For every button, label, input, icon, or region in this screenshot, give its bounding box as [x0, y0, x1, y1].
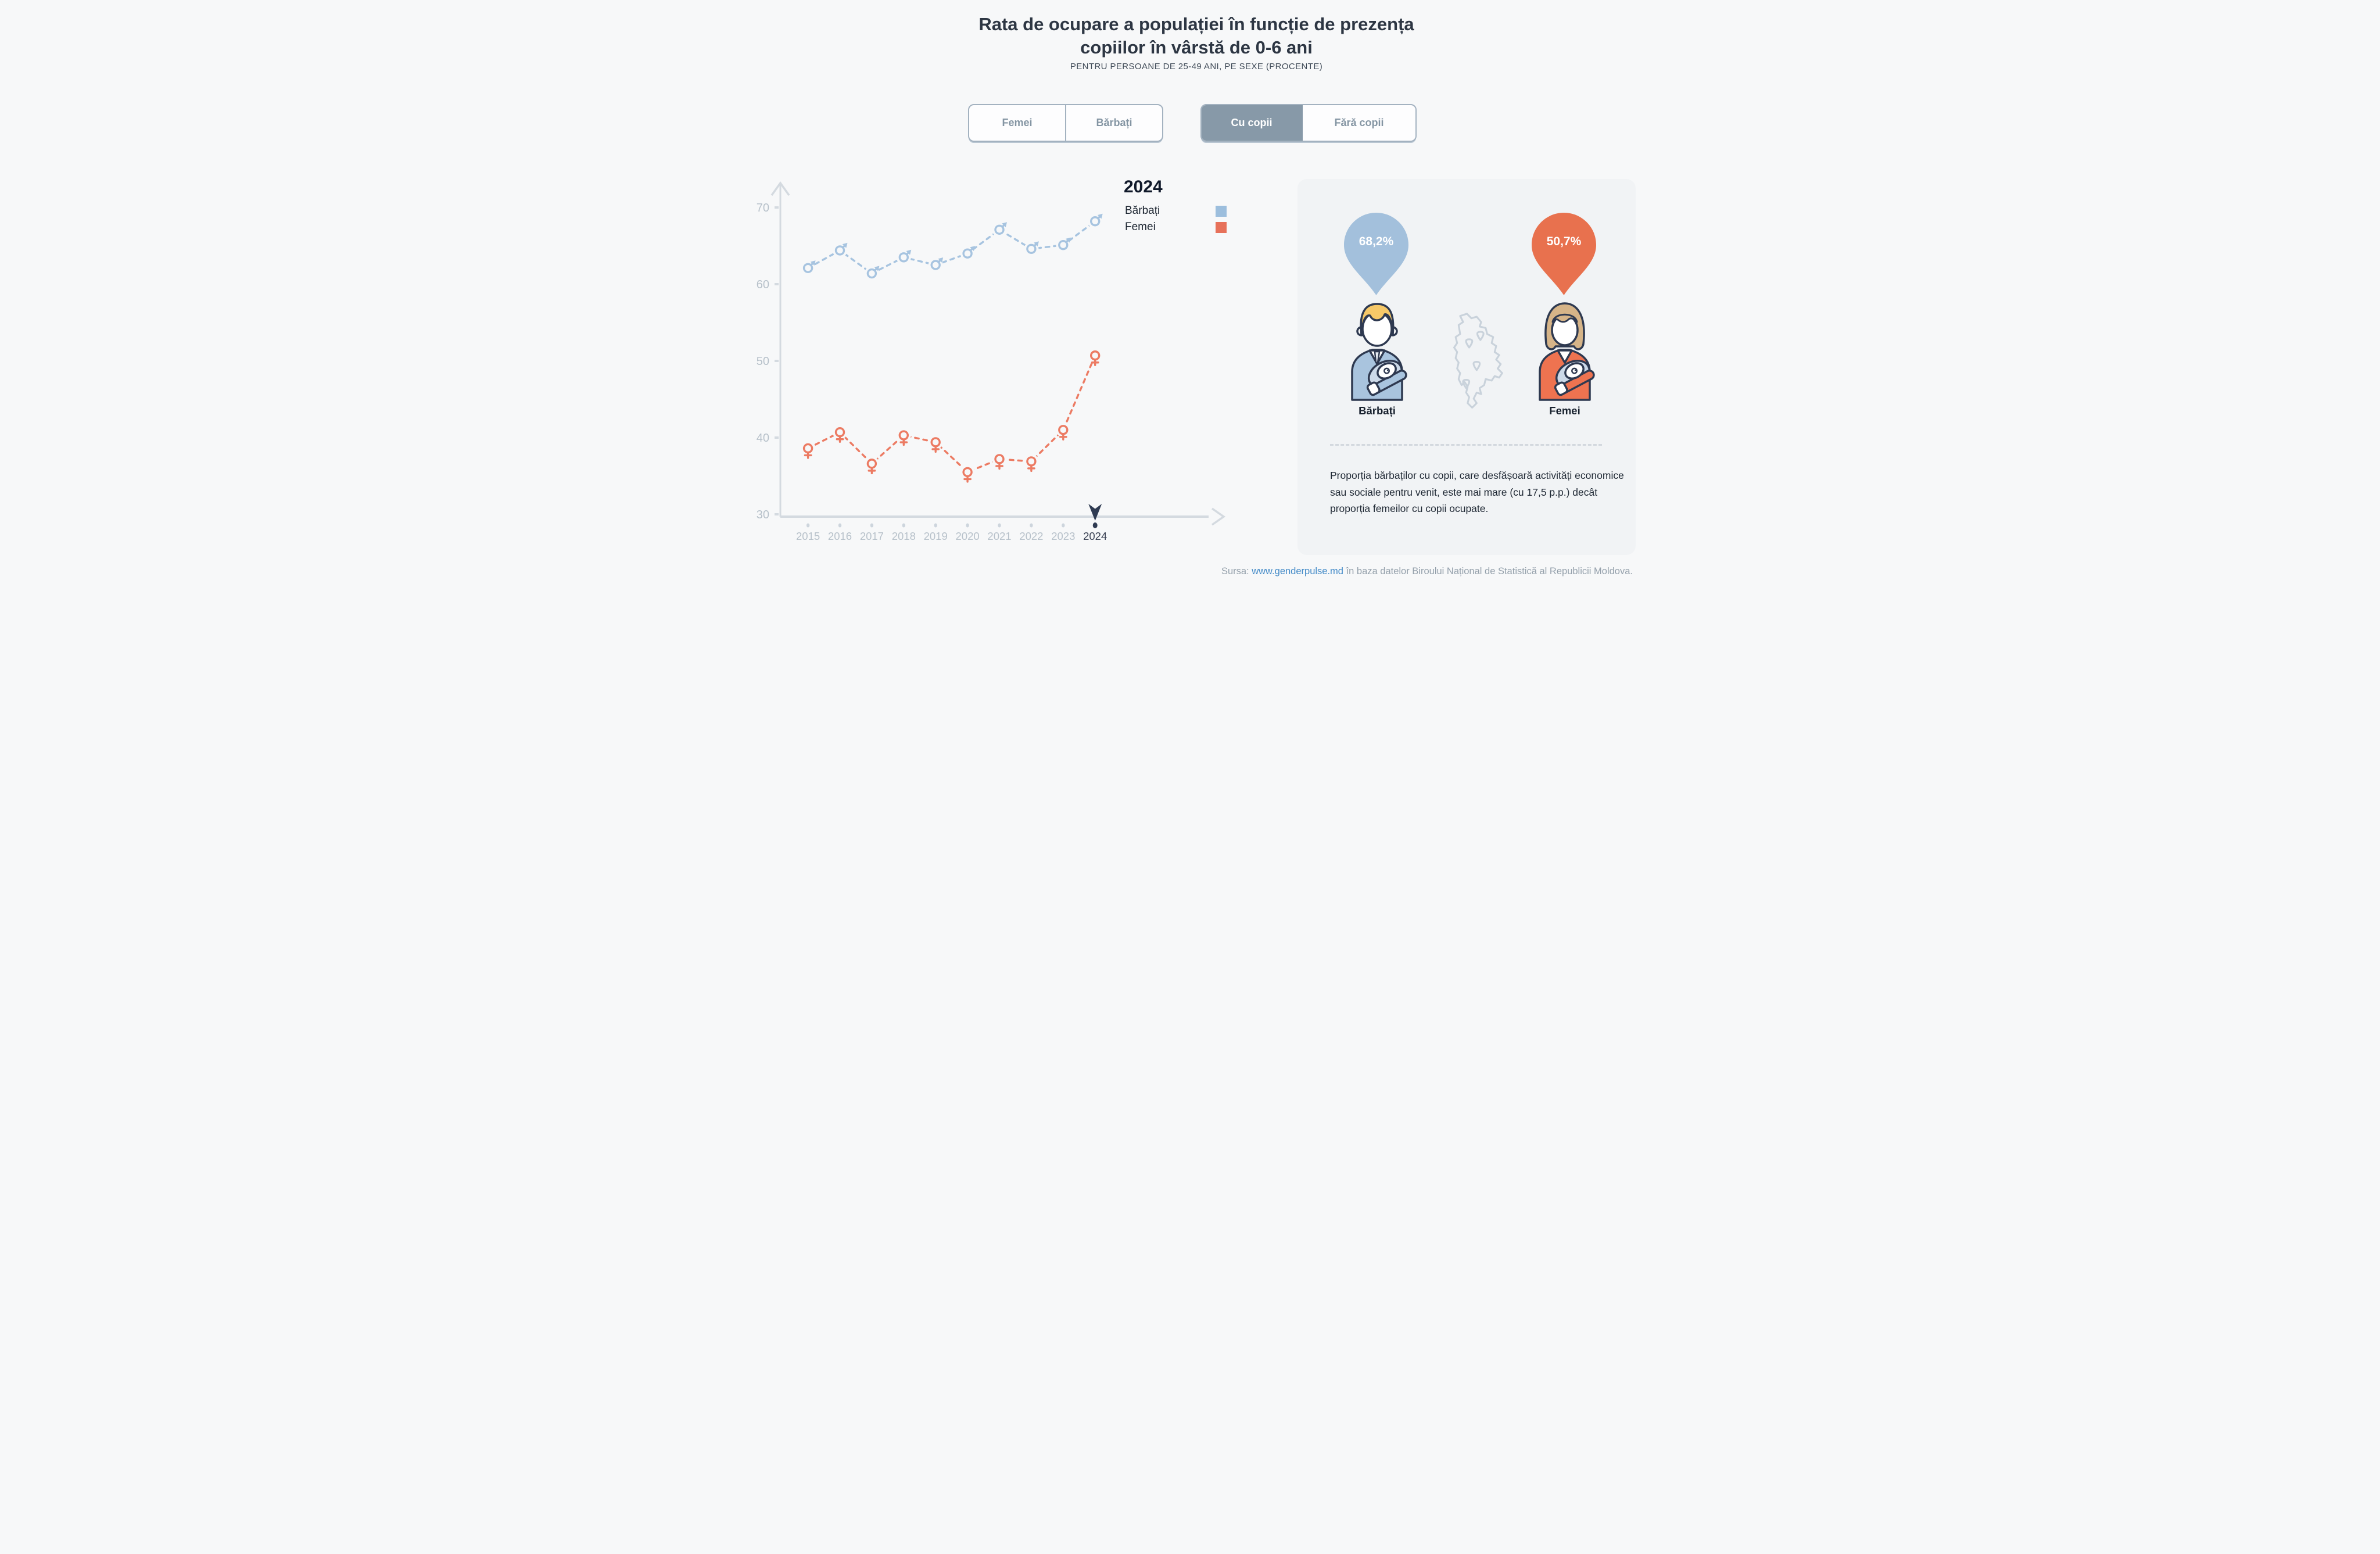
- source-note: Sursa: www.genderpulse.md în baza datelo…: [1221, 566, 1633, 577]
- woman-with-baby-icon: [1539, 302, 1595, 401]
- data-point-female-2023: [1056, 422, 1071, 441]
- series-line-male: [807, 220, 1096, 275]
- year-slider-handle[interactable]: [1088, 504, 1102, 521]
- year-label-2019[interactable]: 2019: [924, 530, 948, 542]
- y-tick-label: 70: [757, 202, 769, 214]
- year-dot-2022: [1030, 523, 1033, 528]
- year-dot-2019: [934, 523, 937, 528]
- source-link[interactable]: www.genderpulse.md: [1252, 566, 1343, 577]
- year-dot-2017: [870, 523, 874, 528]
- comparison-panel: 68,2% 50,7% Bărbați: [1297, 179, 1636, 555]
- legend-swatch-femei: [1216, 222, 1227, 233]
- legend-selected-year: 2024: [1124, 177, 1163, 196]
- data-point-male-2022: [1024, 241, 1039, 256]
- data-point-female-2016: [833, 425, 847, 443]
- y-tick-label: 60: [757, 278, 769, 291]
- legend-swatch-barbati: [1216, 206, 1227, 217]
- toggle-barbati[interactable]: Bărbați: [1065, 105, 1162, 141]
- year-label-2021[interactable]: 2021: [987, 530, 1011, 542]
- year-dot-2015: [806, 523, 810, 528]
- data-point-male-2024: [1088, 213, 1103, 229]
- y-tick-label: 50: [757, 355, 769, 368]
- year-dot-2024: [1092, 522, 1098, 528]
- male-value-pin: [1344, 213, 1408, 295]
- legend-label-femei: Femei: [1125, 221, 1156, 233]
- y-tick-label: 30: [757, 509, 769, 521]
- year-dot-2016: [838, 523, 842, 528]
- sex-toggle-group: Femei Bărbați: [968, 104, 1163, 142]
- page-subtitle: PENTRU PERSOANE DE 25-49 ANI, PE SEXE (P…: [1070, 62, 1323, 71]
- y-axis-arrow-icon: [770, 181, 790, 196]
- year-label-2024[interactable]: 2024: [1083, 530, 1107, 542]
- toggle-fara-copii[interactable]: Fără copii: [1334, 117, 1384, 128]
- data-point-female-2020: [960, 464, 975, 483]
- toggle-cu-copii[interactable]: Cu copii: [1202, 105, 1303, 141]
- chart-area: 30 40 50 60 70 2015 2016 2017 2018 2019 2020 2021 20…: [744, 174, 1255, 570]
- data-point-male-2023: [1056, 237, 1071, 253]
- y-tick-label: 40: [757, 432, 769, 445]
- data-point-male-2017: [864, 266, 880, 281]
- data-point-female-2022: [1024, 454, 1039, 472]
- data-point-female-2019: [928, 435, 943, 453]
- genderpulse-employment-dashboard: { "title": "Rata de ocupare a populației…: [744, 0, 1636, 583]
- source-prefix: Sursa:: [1221, 566, 1252, 577]
- year-dot-2021: [998, 523, 1001, 528]
- data-point-male-2015: [801, 260, 816, 275]
- employment-line-chart: 30 40 50 60 70 2015 2016 2017 2018 2019 2020 2021 20…: [757, 181, 1226, 542]
- data-point-female-2024: [1088, 348, 1103, 366]
- year-dot-2018: [902, 523, 905, 528]
- moldova-map-icon: [1453, 313, 1503, 409]
- data-point-female-2017: [864, 456, 879, 475]
- toggle-femei[interactable]: Femei: [1002, 117, 1033, 128]
- male-figure-label: Bărbați: [1359, 404, 1396, 417]
- source-suffix: în baza datelor Biroului Național de Sta…: [1343, 566, 1633, 577]
- male-rate-value: 68,2%: [1359, 235, 1394, 248]
- data-point-male-2019: [928, 257, 944, 273]
- year-label-2015[interactable]: 2015: [796, 530, 820, 542]
- year-dot-2023: [1062, 523, 1065, 528]
- x-axis-arrow-icon: [1211, 507, 1226, 526]
- page-title: Rata de ocupare a populației în funcție …: [978, 14, 1414, 58]
- year-label-2018[interactable]: 2018: [892, 530, 916, 542]
- legend-label-barbati: Bărbați: [1125, 205, 1160, 217]
- year-label-2023[interactable]: 2023: [1051, 530, 1075, 542]
- female-rate-value: 50,7%: [1546, 235, 1582, 248]
- year-label-2016[interactable]: 2016: [828, 530, 852, 542]
- year-label-2022[interactable]: 2022: [1019, 530, 1043, 542]
- data-point-female-2021: [992, 452, 1007, 470]
- chart-legend: 2024 Bărbați Femei: [1124, 177, 1252, 244]
- year-dot-2020: [966, 523, 969, 528]
- year-label-2017[interactable]: 2017: [860, 530, 884, 542]
- year-label-2020[interactable]: 2020: [956, 530, 980, 542]
- female-figure-label: Femei: [1549, 404, 1580, 417]
- data-point-female-2018: [896, 428, 911, 446]
- dashed-divider: [1330, 444, 1602, 446]
- data-point-male-2018: [896, 249, 912, 265]
- data-point-male-2021: [992, 222, 1007, 237]
- data-point-female-2015: [801, 441, 816, 459]
- data-point-male-2020: [960, 246, 976, 261]
- summary-text: Proporția bărbaților cu copii, care desf…: [1330, 470, 1624, 514]
- man-with-baby-icon: [1351, 303, 1407, 401]
- series-line-female: [807, 355, 1096, 474]
- data-point-male-2016: [833, 242, 848, 258]
- children-toggle-group: Cu copii Fără copii: [1200, 104, 1417, 142]
- female-value-pin: [1532, 213, 1596, 295]
